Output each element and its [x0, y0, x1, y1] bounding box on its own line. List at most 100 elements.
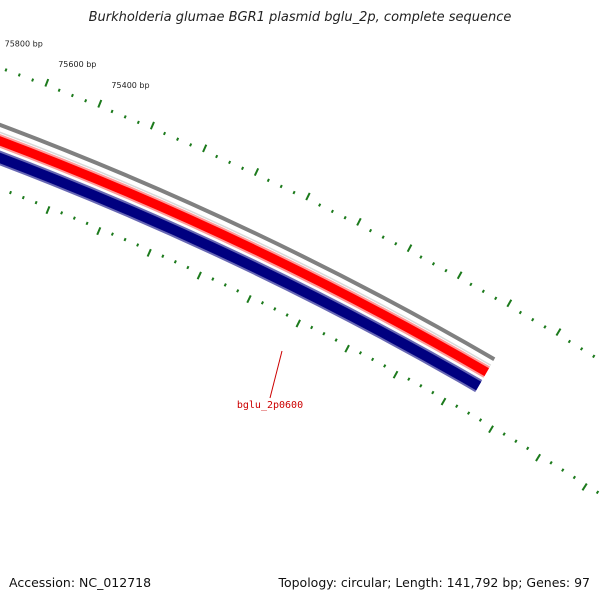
minor-tick [279, 184, 283, 189]
inner-minor-tick [85, 221, 89, 226]
inner-minor-tick [110, 232, 114, 236]
minor-tick [481, 289, 485, 294]
inner-major-tick [146, 248, 152, 257]
minor-tick [176, 137, 180, 141]
inner-major-tick [295, 319, 301, 328]
minor-tick [543, 325, 547, 329]
major-tick [555, 328, 562, 336]
minor-tick [84, 98, 88, 103]
minor-tick [241, 166, 245, 171]
minor-tick [444, 268, 448, 273]
reverse-strand-band [0, 152, 482, 391]
inner-major-tick [344, 344, 350, 353]
minor-tick [368, 228, 373, 233]
inner-major-tick [45, 205, 51, 215]
gene-leader-line [269, 350, 283, 399]
inner-minor-tick [273, 307, 277, 311]
minor-tick [579, 347, 584, 351]
inner-major-tick [96, 226, 102, 236]
inner-minor-tick [526, 446, 530, 451]
inner-major-tick [581, 483, 588, 491]
major-tick [97, 99, 103, 108]
inner-minor-tick [549, 460, 553, 465]
inner-minor-tick [334, 338, 338, 342]
minor-tick [136, 120, 140, 125]
minor-tick [31, 78, 35, 82]
minor-tick [17, 73, 21, 77]
inner-minor-tick [72, 216, 76, 220]
inner-major-tick [196, 271, 202, 280]
minor-tick [318, 203, 322, 207]
minor-tick [70, 93, 74, 98]
inner-major-tick [535, 453, 542, 462]
inner-minor-tick [370, 357, 375, 362]
major-tick [44, 78, 50, 87]
major-tick [356, 217, 362, 226]
forward-strand-halo [0, 134, 491, 378]
major-tick [253, 167, 260, 177]
tick-label: 75400 bp [111, 81, 149, 90]
minor-tick [228, 160, 232, 165]
major-tick [406, 244, 413, 253]
inner-minor-tick [260, 301, 265, 305]
inner-minor-tick [161, 254, 165, 258]
inner-minor-tick [173, 260, 177, 264]
minor-tick [343, 215, 347, 220]
minor-tick [431, 262, 436, 266]
inner-major-tick [246, 295, 252, 304]
inner-minor-tick [285, 313, 289, 317]
inner-minor-tick [358, 351, 363, 355]
inner-minor-tick [561, 468, 565, 472]
inner-minor-tick [310, 325, 314, 330]
minor-tick [110, 109, 114, 114]
inner-minor-tick [431, 390, 435, 395]
minor-tick [163, 131, 167, 136]
major-tick [506, 299, 513, 308]
inner-minor-tick [186, 265, 190, 270]
inner-minor-tick [478, 418, 483, 422]
minor-tick [469, 282, 473, 287]
major-tick [202, 144, 208, 153]
tick-label: 75800 bp [5, 40, 43, 49]
major-tick [456, 271, 463, 280]
inner-minor-tick [466, 411, 471, 415]
inner-minor-tick [211, 277, 215, 281]
inner-minor-tick [572, 475, 577, 480]
backbone-inner-edge [0, 131, 492, 366]
backbone-ring [0, 122, 496, 361]
inner-minor-tick [223, 283, 227, 287]
map-title: Burkholderia glumae BGR1 plasmid bglu_2p… [88, 10, 512, 25]
inner-minor-tick [383, 364, 387, 368]
inner-major-tick [488, 425, 494, 434]
minor-tick [592, 354, 596, 359]
inner-major-tick [392, 370, 399, 379]
minor-tick [567, 339, 572, 344]
major-tick [305, 192, 311, 201]
minor-tick [57, 88, 61, 93]
inner-minor-tick [21, 195, 25, 200]
inner-minor-tick [123, 237, 127, 242]
inner-minor-tick [407, 377, 411, 381]
minor-tick [531, 317, 535, 322]
inner-minor-tick [236, 289, 240, 293]
inner-minor-tick [9, 190, 12, 195]
minor-tick [494, 296, 498, 301]
inner-minor-tick [34, 200, 38, 205]
minor-tick [394, 241, 398, 246]
forward-strand-band [0, 136, 489, 377]
minor-tick [215, 154, 219, 159]
major-tick [149, 121, 155, 130]
inner-minor-tick [60, 211, 64, 215]
inner-minor-tick [322, 331, 326, 336]
accession-label: Accession: NC_012718 [9, 575, 152, 590]
inner-major-tick [440, 397, 447, 406]
inner-minor-tick [455, 404, 459, 409]
minor-tick [292, 190, 296, 195]
minor-tick [330, 209, 334, 214]
minor-tick [189, 143, 193, 147]
inner-minor-tick [136, 243, 140, 247]
inner-minor-tick [419, 384, 423, 388]
minor-tick [381, 235, 385, 239]
inner-minor-tick [514, 439, 518, 443]
minor-tick [123, 115, 127, 119]
